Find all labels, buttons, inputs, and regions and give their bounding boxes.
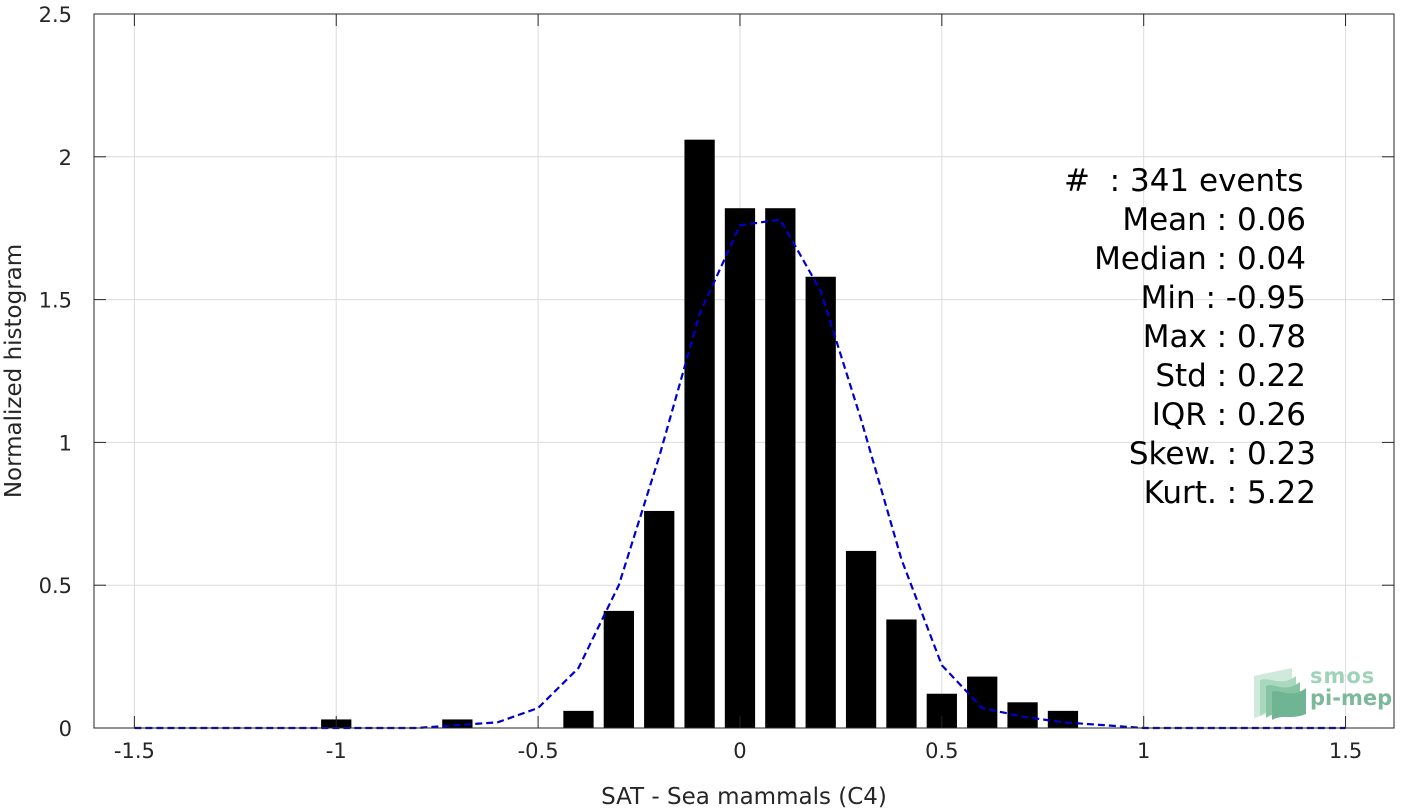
x-axis-label: SAT - Sea mammals (C4) (601, 784, 887, 809)
stat-kurt: Kurt. : 5.22 (1143, 475, 1316, 511)
x-tick-label: 1 (1137, 739, 1150, 763)
histogram-bar (886, 619, 917, 728)
stat-median: Median : 0.04 (1094, 241, 1306, 277)
x-tick-label: -1 (326, 739, 347, 763)
histogram-bar (724, 208, 756, 728)
stat-count: # : 341 events (1064, 163, 1304, 199)
histogram-bars (321, 139, 1079, 728)
statistics-box: # : 341 events Mean : 0.06 Median : 0.04… (1040, 162, 1370, 513)
histogram-bar (442, 719, 473, 728)
x-tick-label: 0 (733, 739, 746, 763)
histogram-bar (805, 276, 836, 728)
plot-frame (93, 13, 1395, 729)
stat-iqr: IQR : 0.26 (1151, 397, 1306, 433)
y-tick-label: 2 (59, 146, 72, 170)
histogram-bar (845, 550, 877, 728)
y-tick-label: 0 (59, 717, 72, 741)
histogram-bar (563, 710, 594, 728)
logo-text-smos: smos (1310, 664, 1376, 688)
y-axis-label: Normalized histogram (1, 244, 27, 498)
y-tick-label: 0.5 (39, 574, 72, 598)
x-tick-label: 1.5 (1329, 739, 1362, 763)
x-tick-label: -0.5 (518, 739, 559, 763)
stat-mean: Mean : 0.06 (1122, 202, 1306, 238)
wave-stack-icon (1254, 668, 1306, 720)
x-axis-ticks: -1.5 -1 -0.5 0 0.5 1 1.5 (114, 14, 1362, 763)
histogram-bar (644, 510, 675, 728)
x-tick-label: -1.5 (114, 739, 155, 763)
histogram-bar (967, 676, 998, 728)
stat-skew: Skew. : 0.23 (1128, 436, 1316, 472)
y-tick-label: 1.5 (39, 289, 72, 313)
logo-text-pimep: pi-mep (1310, 686, 1393, 710)
stat-max: Max : 0.78 (1142, 319, 1306, 355)
stat-min: Min : -0.95 (1140, 280, 1306, 316)
y-tick-label: 2.5 (39, 3, 72, 27)
histogram-bar (684, 139, 715, 728)
y-axis-ticks: 0 0.5 1 1.5 2 2.5 (39, 3, 1394, 741)
y-tick-label: 1 (59, 431, 72, 455)
histogram-bar (765, 208, 796, 728)
histogram-bar (603, 610, 634, 728)
x-tick-label: 0.5 (925, 739, 958, 763)
stat-std: Std : 0.22 (1155, 358, 1306, 394)
smos-pi-mep-logo: smos pi-mep (1252, 662, 1397, 722)
histogram-bar (1047, 710, 1079, 728)
